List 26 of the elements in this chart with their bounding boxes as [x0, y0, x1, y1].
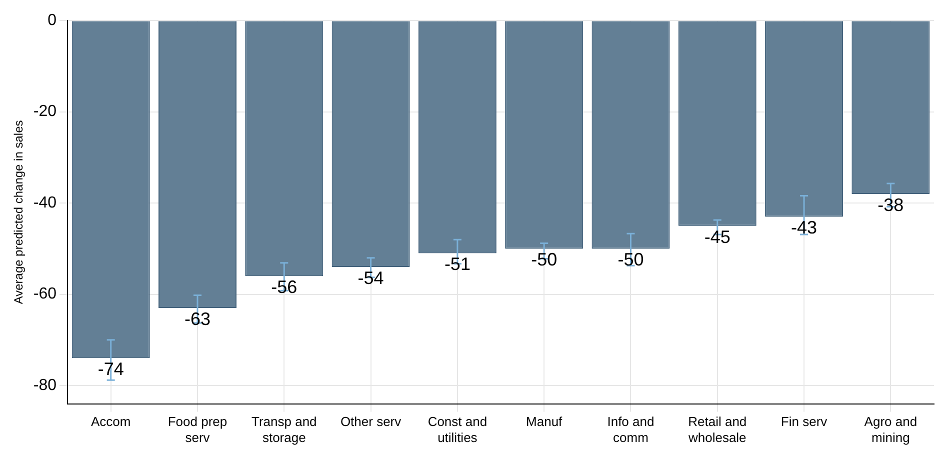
data-label: -38 [878, 194, 904, 215]
y-axis-title: Average predicted change in sales [12, 120, 26, 304]
data-label: -43 [791, 218, 818, 238]
x-tick-label: Accom [90, 414, 131, 430]
x-tick-label: Fin serv [780, 414, 828, 430]
x-tick-label: Agro and mining [864, 414, 918, 445]
x-tick-label: Retail and wholesale [687, 414, 747, 445]
y-tick-label: -20 [33, 103, 57, 120]
data-label: -63 [184, 308, 211, 329]
y-tick-label: -80 [33, 376, 57, 394]
data-label: -54 [358, 268, 384, 288]
data-label: -45 [704, 226, 730, 247]
x-tick-label: Info and comm [607, 414, 654, 445]
data-label: -50 [531, 250, 558, 270]
data-label: -50 [618, 250, 644, 270]
y-tick-label: -60 [33, 286, 57, 303]
y-tick-label: -40 [33, 194, 57, 212]
y-tick-label: 0 [48, 12, 57, 30]
data-label: -56 [271, 277, 298, 298]
data-label: -51 [444, 254, 470, 274]
data-label: -74 [98, 359, 124, 380]
x-tick-label: Other serv [340, 414, 402, 430]
x-tick-label: Manuf [526, 414, 563, 430]
x-tick-label: Const and utilities [428, 414, 488, 445]
x-tick-label: Food prep serv [168, 414, 228, 445]
x-tick-label: Transp and storage [252, 414, 317, 445]
